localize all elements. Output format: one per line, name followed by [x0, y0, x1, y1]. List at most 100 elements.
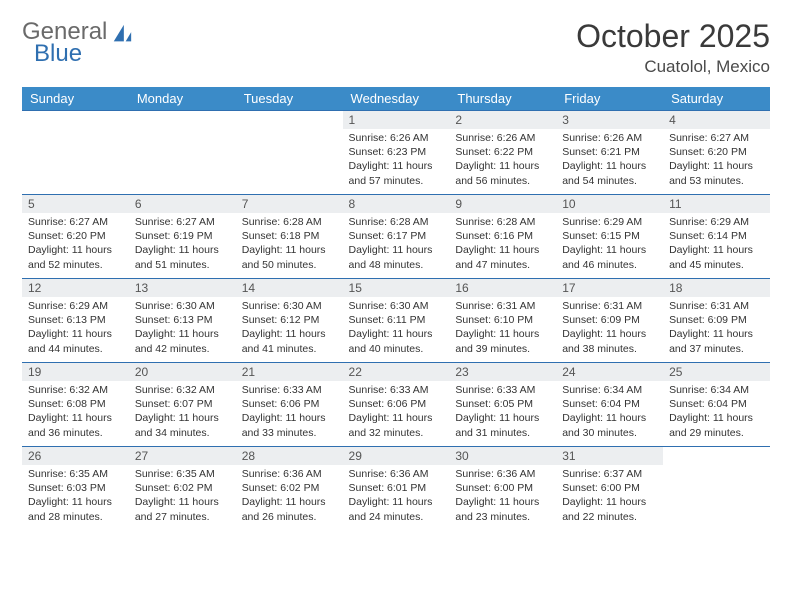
calendar-week-row: 12Sunrise: 6:29 AMSunset: 6:13 PMDayligh… — [22, 279, 770, 363]
day-number: 18 — [663, 279, 770, 297]
header: General October 2025 Cuatolol, Mexico — [22, 18, 770, 77]
weekday-header: Friday — [556, 87, 663, 111]
calendar-day-cell: 21Sunrise: 6:33 AMSunset: 6:06 PMDayligh… — [236, 363, 343, 447]
calendar-day-cell — [236, 111, 343, 195]
day-number: 25 — [663, 363, 770, 381]
day-details: Sunrise: 6:37 AMSunset: 6:00 PMDaylight:… — [556, 465, 663, 528]
calendar-day-cell: 26Sunrise: 6:35 AMSunset: 6:03 PMDayligh… — [22, 447, 129, 531]
calendar-day-cell: 31Sunrise: 6:37 AMSunset: 6:00 PMDayligh… — [556, 447, 663, 531]
day-details: Sunrise: 6:31 AMSunset: 6:09 PMDaylight:… — [663, 297, 770, 360]
calendar-day-cell: 22Sunrise: 6:33 AMSunset: 6:06 PMDayligh… — [343, 363, 450, 447]
calendar-week-row: 19Sunrise: 6:32 AMSunset: 6:08 PMDayligh… — [22, 363, 770, 447]
day-number: 9 — [449, 195, 556, 213]
calendar-day-cell: 9Sunrise: 6:28 AMSunset: 6:16 PMDaylight… — [449, 195, 556, 279]
day-details: Sunrise: 6:26 AMSunset: 6:23 PMDaylight:… — [343, 129, 450, 192]
day-number: 3 — [556, 111, 663, 129]
weekday-header: Sunday — [22, 87, 129, 111]
calendar-day-cell: 27Sunrise: 6:35 AMSunset: 6:02 PMDayligh… — [129, 447, 236, 531]
calendar-day-cell: 17Sunrise: 6:31 AMSunset: 6:09 PMDayligh… — [556, 279, 663, 363]
day-details: Sunrise: 6:30 AMSunset: 6:11 PMDaylight:… — [343, 297, 450, 360]
day-number: 14 — [236, 279, 343, 297]
calendar-day-cell: 20Sunrise: 6:32 AMSunset: 6:07 PMDayligh… — [129, 363, 236, 447]
calendar-day-cell: 11Sunrise: 6:29 AMSunset: 6:14 PMDayligh… — [663, 195, 770, 279]
calendar-day-cell: 14Sunrise: 6:30 AMSunset: 6:12 PMDayligh… — [236, 279, 343, 363]
day-details: Sunrise: 6:28 AMSunset: 6:17 PMDaylight:… — [343, 213, 450, 276]
day-number: 5 — [22, 195, 129, 213]
calendar-week-row: 5Sunrise: 6:27 AMSunset: 6:20 PMDaylight… — [22, 195, 770, 279]
weekday-header: Wednesday — [343, 87, 450, 111]
location-label: Cuatolol, Mexico — [576, 57, 770, 77]
calendar-day-cell — [129, 111, 236, 195]
calendar-day-cell: 5Sunrise: 6:27 AMSunset: 6:20 PMDaylight… — [22, 195, 129, 279]
day-details: Sunrise: 6:36 AMSunset: 6:00 PMDaylight:… — [449, 465, 556, 528]
weekday-header: Monday — [129, 87, 236, 111]
day-details: Sunrise: 6:36 AMSunset: 6:02 PMDaylight:… — [236, 465, 343, 528]
day-number: 20 — [129, 363, 236, 381]
calendar-day-cell: 1Sunrise: 6:26 AMSunset: 6:23 PMDaylight… — [343, 111, 450, 195]
day-number: 1 — [343, 111, 450, 129]
calendar-day-cell: 10Sunrise: 6:29 AMSunset: 6:15 PMDayligh… — [556, 195, 663, 279]
calendar-day-cell: 29Sunrise: 6:36 AMSunset: 6:01 PMDayligh… — [343, 447, 450, 531]
day-details: Sunrise: 6:33 AMSunset: 6:05 PMDaylight:… — [449, 381, 556, 444]
weekday-header: Saturday — [663, 87, 770, 111]
month-title: October 2025 — [576, 18, 770, 55]
calendar-day-cell: 7Sunrise: 6:28 AMSunset: 6:18 PMDaylight… — [236, 195, 343, 279]
logo-text-b: Blue — [34, 40, 82, 68]
day-details: Sunrise: 6:33 AMSunset: 6:06 PMDaylight:… — [343, 381, 450, 444]
day-number: 17 — [556, 279, 663, 297]
calendar-day-cell — [22, 111, 129, 195]
day-details: Sunrise: 6:33 AMSunset: 6:06 PMDaylight:… — [236, 381, 343, 444]
day-number: 31 — [556, 447, 663, 465]
day-number: 26 — [22, 447, 129, 465]
day-number: 30 — [449, 447, 556, 465]
day-details: Sunrise: 6:30 AMSunset: 6:12 PMDaylight:… — [236, 297, 343, 360]
calendar-day-cell: 23Sunrise: 6:33 AMSunset: 6:05 PMDayligh… — [449, 363, 556, 447]
day-details: Sunrise: 6:30 AMSunset: 6:13 PMDaylight:… — [129, 297, 236, 360]
day-number: 7 — [236, 195, 343, 213]
calendar-day-cell: 2Sunrise: 6:26 AMSunset: 6:22 PMDaylight… — [449, 111, 556, 195]
calendar-day-cell: 25Sunrise: 6:34 AMSunset: 6:04 PMDayligh… — [663, 363, 770, 447]
day-details: Sunrise: 6:36 AMSunset: 6:01 PMDaylight:… — [343, 465, 450, 528]
day-number: 19 — [22, 363, 129, 381]
calendar-day-cell: 3Sunrise: 6:26 AMSunset: 6:21 PMDaylight… — [556, 111, 663, 195]
day-details: Sunrise: 6:34 AMSunset: 6:04 PMDaylight:… — [663, 381, 770, 444]
day-details: Sunrise: 6:29 AMSunset: 6:13 PMDaylight:… — [22, 297, 129, 360]
day-number: 13 — [129, 279, 236, 297]
day-number: 27 — [129, 447, 236, 465]
day-details: Sunrise: 6:31 AMSunset: 6:09 PMDaylight:… — [556, 297, 663, 360]
calendar-day-cell: 18Sunrise: 6:31 AMSunset: 6:09 PMDayligh… — [663, 279, 770, 363]
calendar-day-cell: 24Sunrise: 6:34 AMSunset: 6:04 PMDayligh… — [556, 363, 663, 447]
day-details: Sunrise: 6:34 AMSunset: 6:04 PMDaylight:… — [556, 381, 663, 444]
day-details: Sunrise: 6:28 AMSunset: 6:18 PMDaylight:… — [236, 213, 343, 276]
day-number: 23 — [449, 363, 556, 381]
day-number: 29 — [343, 447, 450, 465]
day-number: 28 — [236, 447, 343, 465]
day-number: 10 — [556, 195, 663, 213]
day-details: Sunrise: 6:28 AMSunset: 6:16 PMDaylight:… — [449, 213, 556, 276]
weekday-header: Tuesday — [236, 87, 343, 111]
day-number: 24 — [556, 363, 663, 381]
title-block: October 2025 Cuatolol, Mexico — [576, 18, 770, 77]
day-number: 22 — [343, 363, 450, 381]
day-details: Sunrise: 6:32 AMSunset: 6:08 PMDaylight:… — [22, 381, 129, 444]
calendar-day-cell: 16Sunrise: 6:31 AMSunset: 6:10 PMDayligh… — [449, 279, 556, 363]
day-number: 6 — [129, 195, 236, 213]
day-number: 16 — [449, 279, 556, 297]
day-details: Sunrise: 6:29 AMSunset: 6:15 PMDaylight:… — [556, 213, 663, 276]
calendar-table: Sunday Monday Tuesday Wednesday Thursday… — [22, 87, 770, 531]
logo-sail-icon — [111, 23, 133, 45]
day-number: 2 — [449, 111, 556, 129]
day-number: 11 — [663, 195, 770, 213]
day-details: Sunrise: 6:31 AMSunset: 6:10 PMDaylight:… — [449, 297, 556, 360]
calendar-day-cell: 28Sunrise: 6:36 AMSunset: 6:02 PMDayligh… — [236, 447, 343, 531]
day-details: Sunrise: 6:27 AMSunset: 6:19 PMDaylight:… — [129, 213, 236, 276]
calendar-day-cell: 6Sunrise: 6:27 AMSunset: 6:19 PMDaylight… — [129, 195, 236, 279]
day-details: Sunrise: 6:26 AMSunset: 6:21 PMDaylight:… — [556, 129, 663, 192]
day-number: 4 — [663, 111, 770, 129]
day-details: Sunrise: 6:27 AMSunset: 6:20 PMDaylight:… — [663, 129, 770, 192]
day-details: Sunrise: 6:35 AMSunset: 6:02 PMDaylight:… — [129, 465, 236, 528]
day-number: 15 — [343, 279, 450, 297]
day-number: 12 — [22, 279, 129, 297]
day-details: Sunrise: 6:27 AMSunset: 6:20 PMDaylight:… — [22, 213, 129, 276]
calendar-day-cell: 12Sunrise: 6:29 AMSunset: 6:13 PMDayligh… — [22, 279, 129, 363]
